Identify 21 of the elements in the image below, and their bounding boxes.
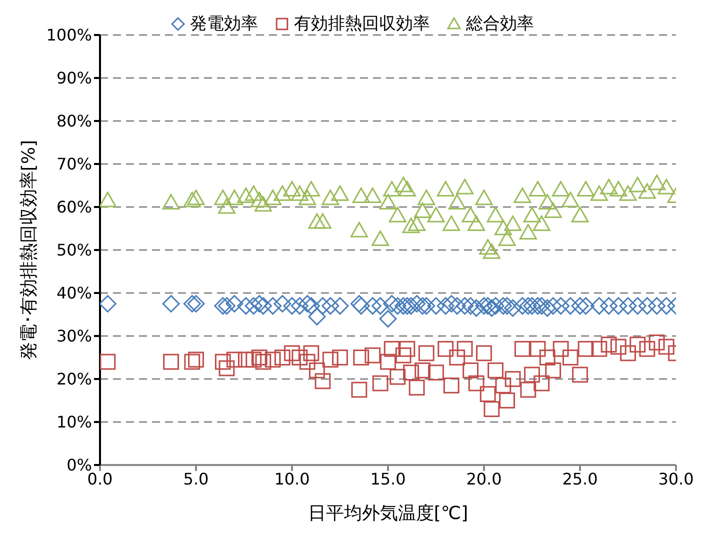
legend-label: 総合効率 bbox=[465, 13, 534, 35]
y-tick-label: 30% bbox=[56, 326, 92, 346]
x-tick-label: 15.0 bbox=[370, 469, 406, 488]
y-tick-label: 80% bbox=[56, 112, 92, 131]
y-axis-title: 発電･有効排熱回収効率[%] bbox=[18, 140, 40, 360]
y-tick-label: 50% bbox=[56, 240, 92, 260]
x-tick-label: 30.0 bbox=[658, 469, 694, 488]
x-tick-label: 20.0 bbox=[466, 469, 502, 488]
y-tick-label: 70% bbox=[56, 154, 92, 174]
x-tick-label: 25.0 bbox=[562, 469, 598, 488]
x-tick-label: 10.0 bbox=[274, 469, 310, 488]
x-axis-title: 日平均外気温度[℃] bbox=[308, 503, 468, 524]
y-tick-label: 40% bbox=[56, 284, 92, 303]
legend-label: 発電効率 bbox=[189, 13, 258, 35]
y-tick-label: 90% bbox=[56, 68, 92, 88]
legend-label: 有効排熱回収効率 bbox=[293, 13, 430, 35]
y-tick-label: 100% bbox=[46, 26, 92, 45]
y-tick-label: 10% bbox=[56, 412, 92, 432]
y-tick-label: 60% bbox=[56, 198, 92, 217]
y-tick-label: 20% bbox=[56, 370, 92, 389]
x-tick-label: 5.0 bbox=[183, 469, 209, 488]
